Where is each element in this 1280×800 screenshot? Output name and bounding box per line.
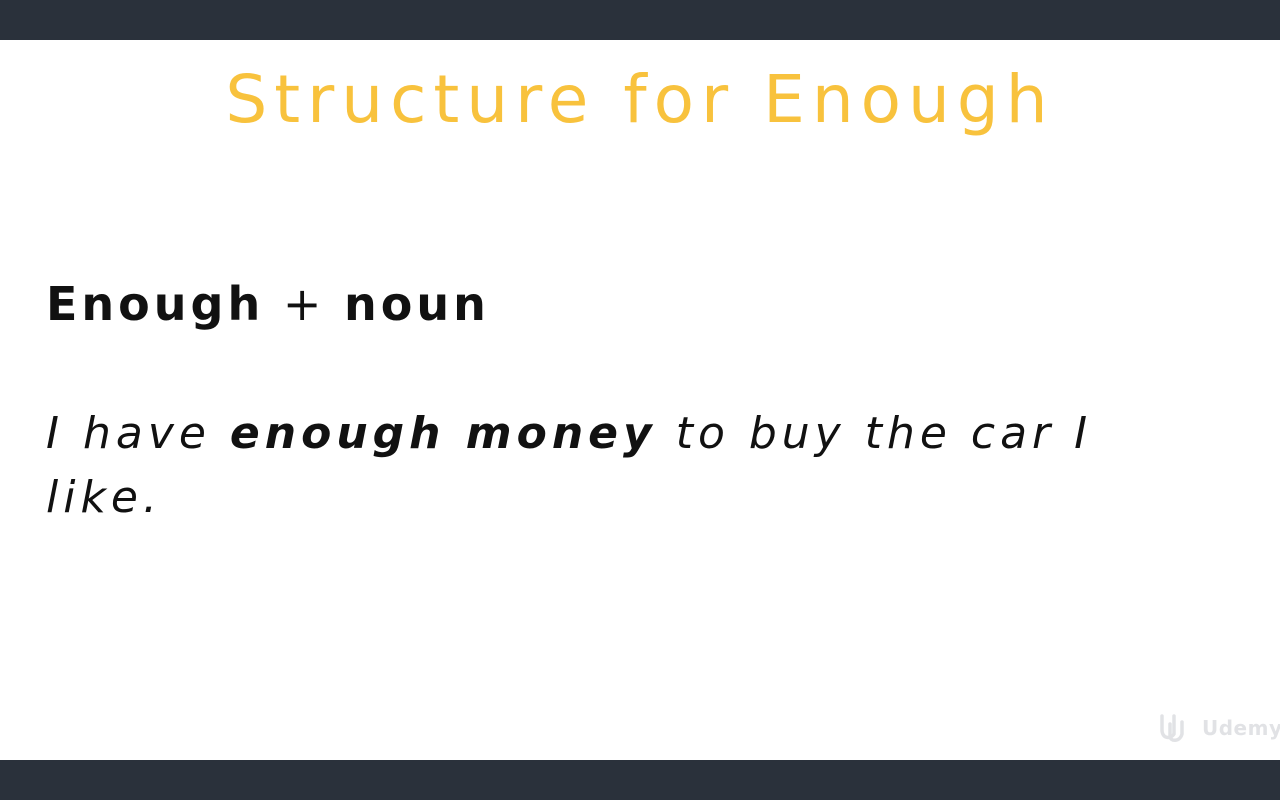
letterbox-bottom — [0, 760, 1280, 800]
example-sentence: I have enough money to buy the car I lik… — [46, 402, 1206, 530]
letterbox-top — [0, 0, 1280, 40]
example-emphasis: enough money — [229, 408, 657, 459]
formula-plus: + — [282, 277, 326, 331]
structure-formula: Enough + noun — [46, 276, 490, 332]
example-after: to buy the car I like. — [46, 408, 1093, 523]
udemy-watermark: Udemy — [1156, 712, 1280, 744]
watermark-text: Udemy — [1202, 716, 1280, 740]
slide-title: Structure for Enough — [225, 61, 1055, 138]
udemy-logo-icon — [1156, 712, 1196, 744]
formula-part-noun: noun — [344, 277, 490, 331]
slide: Structure for Enough Enough + noun I hav… — [0, 40, 1280, 760]
formula-part-enough: Enough — [46, 277, 265, 331]
example-before: I have — [46, 408, 230, 459]
